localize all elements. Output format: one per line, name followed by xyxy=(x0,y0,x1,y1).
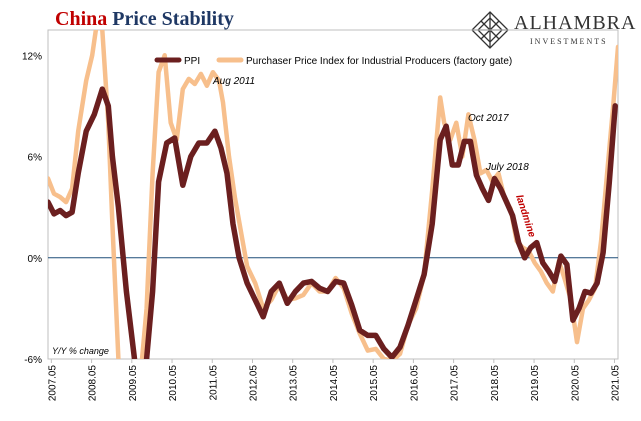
x-tick-label: 2012.05 xyxy=(248,365,259,402)
title-word-rest: Price Stability xyxy=(112,8,234,30)
legend: PPI Purchaser Price Index for Industrial… xyxy=(154,56,512,67)
series-layer xyxy=(48,30,618,359)
series-line-ppi xyxy=(48,86,618,359)
x-tick-label: 2020.05 xyxy=(570,365,581,402)
logo-brand-text: ALHAMBRA xyxy=(514,12,637,34)
x-tick-label: 2008.05 xyxy=(88,365,99,402)
x-tick-label: 2007.05 xyxy=(47,365,58,402)
x-tick-label: 2016.05 xyxy=(409,365,420,402)
x-tick-label: 2021.05 xyxy=(611,365,622,402)
x-tick-label: 2014.05 xyxy=(329,365,340,402)
annotation-july-2018: July 2018 xyxy=(485,162,529,173)
chart-title: China Price Stability xyxy=(55,8,234,31)
x-tick-label: 2019.05 xyxy=(530,365,541,402)
x-tick-label: 2009.05 xyxy=(128,365,139,402)
y-tick-label: 0% xyxy=(28,254,43,265)
x-tick-label: 2017.05 xyxy=(450,365,461,402)
y-unit-label: Y/Y % change xyxy=(52,346,109,356)
title-word-china: China xyxy=(55,8,108,30)
annotation-aug-2011: Aug 2011 xyxy=(212,76,255,87)
x-tick-label: 2018.05 xyxy=(490,365,501,402)
logo-sub-text: INVESTMENTS xyxy=(530,37,608,46)
legend-label-purchaser: Purchaser Price Index for Industrial Pro… xyxy=(246,56,512,67)
x-tick-label: 2013.05 xyxy=(289,365,300,402)
x-tick-label: 2015.05 xyxy=(369,365,380,402)
x-tick-label: 2010.05 xyxy=(168,365,179,402)
alhambra-logo: ALHAMBRA INVESTMENTS xyxy=(468,8,638,52)
y-tick-label: 6% xyxy=(28,153,43,164)
x-tick-label: 2011.05 xyxy=(208,365,219,401)
annotation-oct-2017: Oct 2017 xyxy=(468,113,509,124)
legend-label-ppi: PPI xyxy=(184,56,200,67)
y-tick-label: -6% xyxy=(24,355,42,366)
plot-border xyxy=(47,29,619,360)
y-tick-label: 12% xyxy=(22,51,42,62)
